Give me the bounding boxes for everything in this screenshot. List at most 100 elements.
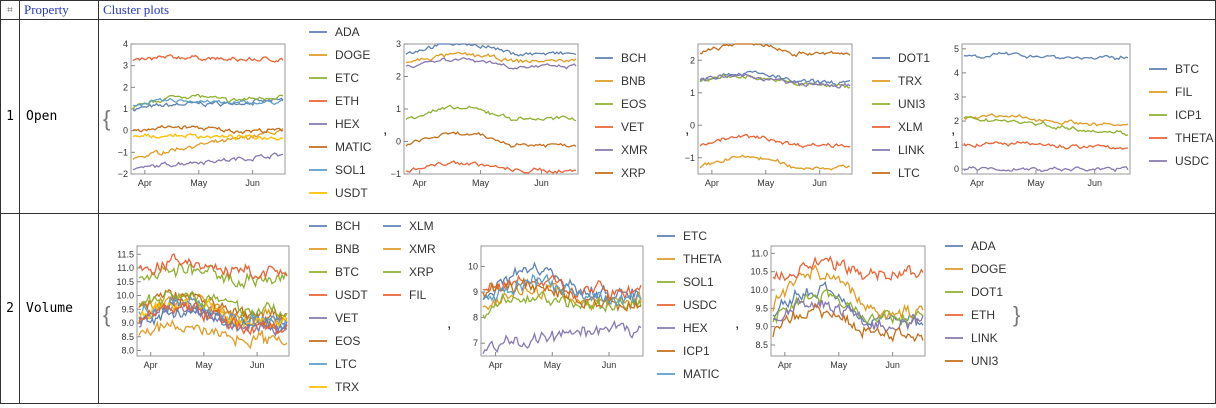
legend-label: USDT <box>335 186 368 200</box>
x-tick-label: Apr <box>138 178 152 188</box>
series-line-theta <box>963 140 1129 150</box>
legend-label: EOS <box>621 97 646 111</box>
series-line-sol1 <box>482 291 642 320</box>
close-brace: } <box>1013 302 1020 327</box>
legend-label: FIL <box>1175 85 1193 99</box>
series-line-matic <box>132 124 284 135</box>
y-tick-label: 1 <box>690 88 695 98</box>
y-tick-label: 4 <box>954 68 959 78</box>
legend-label: ICP1 <box>683 344 710 358</box>
legend-label: EOS <box>335 334 360 348</box>
x-tick-label: Apr <box>970 178 984 188</box>
x-tick-label: Jun <box>885 360 900 370</box>
series-line-xmr <box>138 319 288 350</box>
y-tick-label: 9.5 <box>755 303 768 313</box>
plot-frame <box>697 43 853 175</box>
y-tick-label: 0 <box>396 137 401 147</box>
legend-label: USDT <box>335 288 368 302</box>
legend-label: FIL <box>409 288 427 302</box>
x-tick-label: Jun <box>1087 178 1102 188</box>
x-tick-label: Jun <box>250 360 265 370</box>
y-tick-label: −1 <box>118 147 128 157</box>
y-tick-label: 10.0 <box>750 285 768 295</box>
y-tick-label: −1 <box>685 153 695 163</box>
series-line-fil <box>138 300 288 336</box>
series-line-xrp <box>405 131 577 148</box>
legend-label: LINK <box>898 143 925 157</box>
chart-7: 8.5 9.0 9.5 10.0 10.5 11.0 Apr May Jun ADA DOGE DOT… <box>750 239 1006 370</box>
list-separator: , <box>383 121 387 138</box>
plot-frame <box>770 245 926 357</box>
y-tick-label: 2 <box>954 116 959 126</box>
series-line-usdt <box>138 253 288 281</box>
legend-label: MATIC <box>335 140 372 154</box>
series-line-eth <box>772 255 924 282</box>
index-header-icon: ⌗ <box>0 0 20 20</box>
y-tick-label: 9.0 <box>121 318 134 328</box>
list-separator: , <box>735 315 739 332</box>
legend-label: THETA <box>683 252 721 266</box>
series-line-bnb <box>405 51 577 64</box>
y-tick-label: 11.0 <box>117 263 134 273</box>
series-line-vet <box>405 160 577 174</box>
x-tick-label: May <box>544 360 562 370</box>
list-separator: , <box>447 315 451 332</box>
series-line-hex <box>482 319 642 354</box>
y-tick-label: 11.0 <box>751 248 768 258</box>
y-tick-label: 1 <box>123 104 128 114</box>
series-line-ltc <box>699 43 851 58</box>
row1-charts-svg: −2 −1 0 1 2 3 4 Apr May Jun ADA DOGE ETC ETH HEX MATIC S… <box>103 25 1213 200</box>
open-brace: { <box>103 106 110 131</box>
x-tick-label: May <box>190 178 208 188</box>
legend-label: MATIC <box>683 367 720 381</box>
list-separator: , <box>951 121 955 138</box>
row2-charts-svg: 8.0 8.5 9.0 9.5 10.0 10.5 11.0 11.5 Apr May Jun BCH… <box>103 219 1020 394</box>
plots-column-header: Cluster plots <box>98 0 1216 20</box>
property-column-header: Property <box>19 0 99 20</box>
series-line-fil <box>963 113 1129 127</box>
series-line-uni3 <box>772 302 924 343</box>
series-line-usdc <box>482 274 642 301</box>
plot-frame <box>403 43 579 175</box>
y-tick-label: 9.5 <box>121 304 134 314</box>
legend-label: DOT1 <box>971 285 1003 299</box>
series-line-sol1 <box>132 97 284 107</box>
chart-2: −1 0 1 2 3 Apr May Jun BCH BNB EOS VET XMR XRP <box>391 39 648 188</box>
y-tick-label: 9 <box>473 287 478 297</box>
legend-label: VET <box>335 311 359 325</box>
y-tick-label: 2 <box>690 55 695 65</box>
y-tick-label: 8.0 <box>121 346 134 356</box>
row1-plots: −2 −1 0 1 2 3 4 Apr May Jun ADA DOGE ETC ETH HEX MATIC S… <box>98 19 1216 214</box>
series-line-link <box>699 73 851 89</box>
series-line-btc <box>963 51 1129 61</box>
legend-label: XLM <box>898 120 923 134</box>
series-line-hex <box>132 152 284 171</box>
legend-label: USDC <box>1175 154 1209 168</box>
series-line-dot1 <box>772 288 924 328</box>
chart-6: 7 8 9 10 Apr May Jun ETC THETA SOL1 USDC HEX ICP1 MAT… <box>468 229 721 381</box>
series-line-usdt <box>132 132 284 141</box>
x-tick-label: May <box>757 178 775 188</box>
legend-label: THETA <box>1175 131 1213 145</box>
row-index: 2 <box>0 213 20 404</box>
y-tick-label: 10 <box>468 261 478 271</box>
y-tick-label: 9.0 <box>755 322 768 332</box>
series-line-eth <box>132 53 284 63</box>
legend-label: BCH <box>335 219 360 233</box>
x-tick-label: Apr <box>489 360 503 370</box>
legend-label: XRP <box>409 265 434 279</box>
table-row: 2 Volume 8.0 8.5 9.0 9.5 10.0 10.5 11.0 11.5 Apr… <box>0 213 1216 404</box>
chart-4: 0 1 2 3 4 5 Apr May Jun BTC FIL ICP1 THETA USDC <box>954 43 1213 188</box>
y-tick-label: 0 <box>954 164 959 174</box>
legend-label: LINK <box>971 331 998 345</box>
legend-label: XMR <box>621 143 648 157</box>
y-tick-label: 3 <box>954 92 959 102</box>
y-tick-label: 10.5 <box>750 267 768 277</box>
legend-label: DOGE <box>971 262 1006 276</box>
legend-label: ADA <box>971 239 996 253</box>
legend-label: TRX <box>335 380 359 394</box>
y-tick-label: 1 <box>396 104 401 114</box>
series-line-eos <box>138 288 288 325</box>
row2-plots: 8.0 8.5 9.0 9.5 10.0 10.5 11.0 11.5 Apr May Jun BCH… <box>98 213 1216 404</box>
series-line-eos <box>405 104 577 122</box>
